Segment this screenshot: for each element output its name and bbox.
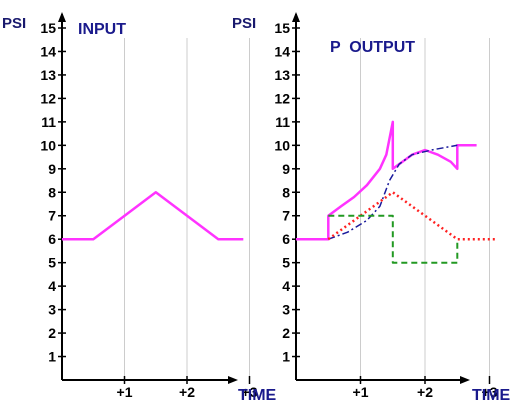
x-tick-label: +1 [117, 384, 133, 400]
y-tick-label: 15 [40, 20, 56, 36]
y-tick-label: 2 [48, 325, 56, 341]
series-line [62, 191, 244, 241]
y-tick-label: 9 [282, 161, 290, 177]
series-line [328, 214, 459, 264]
y-tick-label: 13 [40, 67, 56, 83]
chart-title: P OUTPUT [330, 39, 415, 56]
y-tick-label: 4 [282, 278, 290, 294]
series-line [296, 120, 477, 241]
y-tick-label: 5 [282, 255, 290, 271]
y-tick-label: 9 [48, 161, 56, 177]
y-tick-label: 7 [48, 208, 56, 224]
y-axis-arrow [58, 12, 66, 22]
y-tick-label: 12 [274, 90, 290, 106]
y-tick-label: 6 [282, 231, 290, 247]
y-tick-label: 8 [282, 184, 290, 200]
y-tick-label: 14 [274, 43, 290, 59]
y-tick-label: 12 [40, 90, 56, 106]
y-tick-label: 1 [282, 349, 290, 365]
x-tick-label: +3 [482, 384, 498, 400]
y-tick-label: 3 [48, 302, 56, 318]
chart-title: INPUT [78, 21, 126, 38]
y-tick-label: 10 [274, 137, 290, 153]
y-tick-label: 5 [48, 255, 56, 271]
y-tick-label: 3 [282, 302, 290, 318]
x-tick-label: +1 [353, 384, 369, 400]
y-tick-label: 4 [48, 278, 56, 294]
y-tick-label: 7 [282, 208, 290, 224]
x-axis-arrow [460, 376, 470, 384]
y-tick-label: 14 [40, 43, 56, 59]
y-tick-label: 2 [282, 325, 290, 341]
x-tick-label: +3 [242, 384, 258, 400]
series-line [328, 144, 458, 240]
x-axis-arrow [228, 376, 238, 384]
y-tick-label: 13 [274, 67, 290, 83]
x-tick-label: +2 [179, 384, 195, 400]
y-tick-label: 1 [48, 349, 56, 365]
y-tick-label: 8 [48, 184, 56, 200]
y-tick-label: 10 [40, 137, 56, 153]
y-tick-label: 11 [41, 114, 56, 130]
y-tick-label: 15 [274, 20, 290, 36]
y-axis-label: PSI [2, 15, 26, 32]
x-axis-label: TIME [238, 387, 277, 404]
y-tick-label: 6 [48, 231, 56, 247]
x-axis-label: TIME [472, 387, 511, 404]
y-tick-label: 11 [275, 114, 290, 130]
y-axis-arrow [292, 12, 300, 22]
x-tick-label: +2 [417, 384, 433, 400]
y-axis-label: PSI [232, 15, 256, 32]
